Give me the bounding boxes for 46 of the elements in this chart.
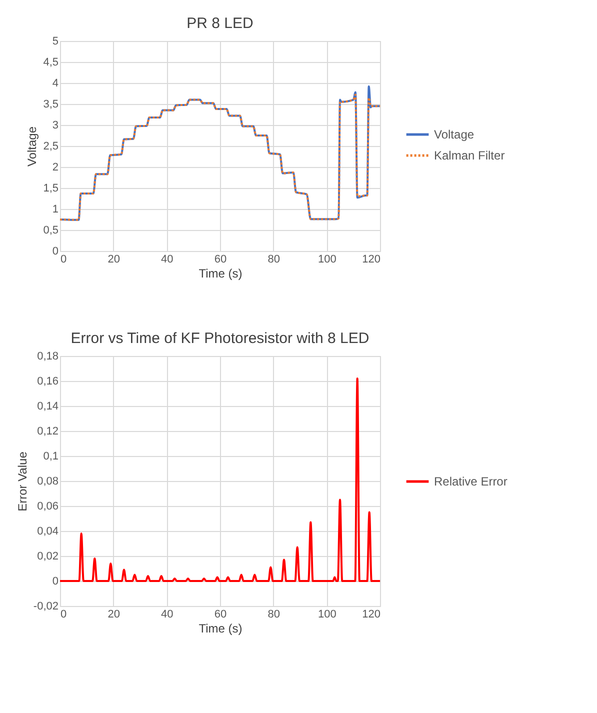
- line-series: [59, 378, 381, 582]
- x-axis-title: Time (s): [198, 622, 242, 636]
- y-tick-label: 0,16: [37, 376, 58, 388]
- x-tick-label: 40: [161, 254, 174, 266]
- x-tick-label: 120: [362, 608, 380, 620]
- legend-label: Relative Error: [434, 474, 508, 488]
- x-tick-label: 100: [318, 608, 336, 620]
- chart-title: PR 8 LED: [186, 15, 254, 32]
- y-tick-label: 0,5: [43, 224, 58, 236]
- y-tick-label: 0,02: [37, 550, 58, 562]
- y-tick-label: 0: [52, 246, 58, 258]
- y-tick-label: 4: [52, 78, 58, 90]
- y-tick-label: 0,04: [37, 526, 58, 538]
- x-tick-label: 80: [268, 608, 280, 620]
- x-tick-label: 80: [268, 254, 280, 266]
- x-tick-label: 20: [108, 254, 120, 266]
- x-tick-label: 0: [60, 608, 67, 620]
- y-tick-label: 2: [52, 162, 58, 174]
- legend-label: Voltage: [434, 128, 474, 142]
- y-tick-label: 3,5: [43, 98, 58, 110]
- y-tick-label: 2,5: [43, 140, 58, 152]
- y-axis-title: Voltage: [25, 126, 40, 167]
- y-tick-label: 0,1: [43, 450, 58, 462]
- x-tick-label: 0: [60, 254, 67, 266]
- y-tick-label: 1: [52, 204, 58, 216]
- y-tick-label: 0: [52, 576, 58, 588]
- x-tick-label: 60: [214, 608, 227, 620]
- x-axis-title: Time (s): [198, 266, 242, 280]
- y-tick-label: 0,14: [37, 400, 58, 412]
- y-tick-label: 0,12: [37, 426, 58, 438]
- x-tick-label: 20: [108, 608, 120, 620]
- y-tick-label: -0,02: [33, 600, 58, 612]
- y-tick-label: 4,5: [43, 56, 58, 68]
- x-tick-label: 60: [214, 254, 227, 266]
- chart-title: Error vs Time of KF Photoresistor with 8 LED: [70, 330, 370, 347]
- y-axis-title: Error Value: [15, 451, 30, 512]
- y-tick-label: 1,5: [43, 182, 58, 194]
- legend-label: Kalman Filter: [434, 148, 505, 162]
- x-tick-label: 40: [161, 608, 174, 620]
- x-tick-label: 100: [318, 254, 336, 266]
- x-tick-label: 120: [362, 254, 380, 266]
- y-tick-label: 3: [52, 120, 58, 132]
- y-tick-label: 0,18: [37, 350, 58, 362]
- y-tick-label: 0,06: [37, 500, 58, 512]
- y-tick-label: 0,08: [37, 476, 58, 488]
- y-tick-label: 5: [52, 36, 58, 48]
